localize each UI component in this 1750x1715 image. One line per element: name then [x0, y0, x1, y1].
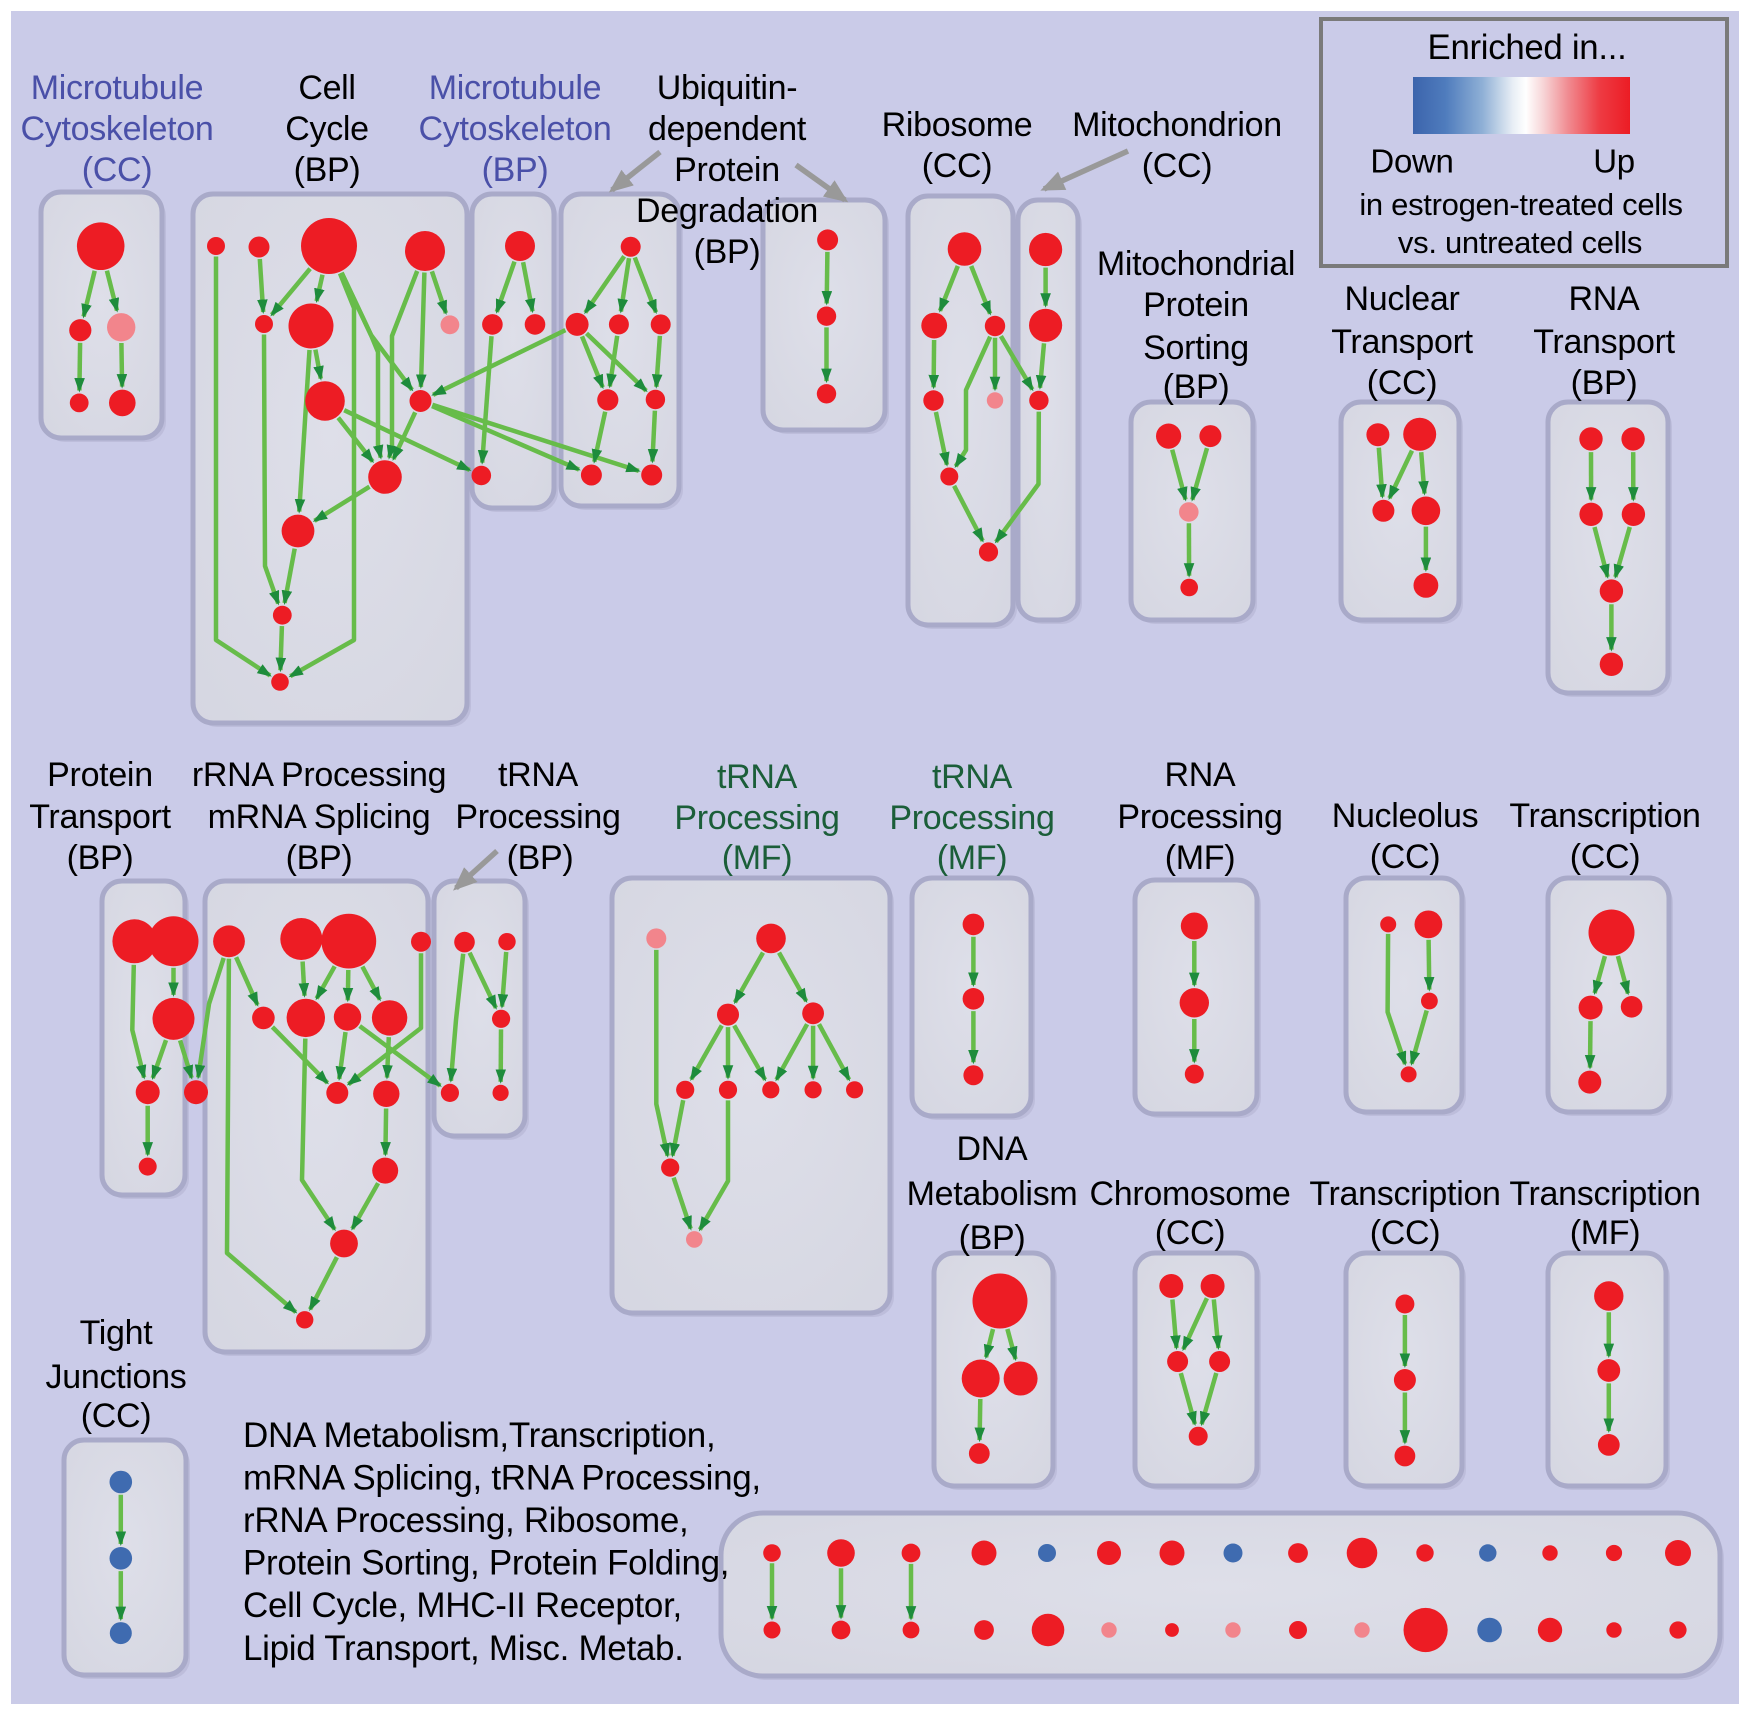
svg-text:Cell: Cell — [298, 69, 355, 107]
svg-text:DNA: DNA — [957, 1130, 1029, 1168]
svg-text:Transport: Transport — [1331, 323, 1473, 361]
svg-text:Cell Cycle, MHC-II Receptor,: Cell Cycle, MHC-II Receptor, — [243, 1586, 682, 1625]
svg-text:(MF): (MF) — [722, 839, 793, 877]
svg-text:Tight: Tight — [80, 1314, 154, 1352]
svg-text:Ribosome: Ribosome — [882, 106, 1033, 144]
svg-text:tRNA: tRNA — [932, 758, 1013, 796]
svg-text:(BP): (BP) — [482, 151, 549, 189]
svg-text:(BP): (BP) — [294, 151, 361, 189]
svg-text:(CC): (CC) — [1155, 1214, 1226, 1252]
svg-text:Cycle: Cycle — [285, 110, 369, 148]
svg-text:rRNA Processing, Ribosome,: rRNA Processing, Ribosome, — [243, 1501, 688, 1540]
svg-text:(BP): (BP) — [1571, 364, 1638, 402]
svg-text:Up: Up — [1593, 143, 1635, 180]
svg-text:Sorting: Sorting — [1143, 329, 1249, 367]
svg-text:(CC): (CC) — [1570, 838, 1641, 876]
svg-text:(BP): (BP) — [286, 839, 353, 877]
svg-text:(BP): (BP) — [1163, 368, 1230, 406]
svg-text:Mitochondrial: Mitochondrial — [1097, 245, 1295, 283]
svg-text:Protein: Protein — [47, 756, 153, 794]
svg-text:Transcription: Transcription — [1309, 1175, 1500, 1213]
svg-text:(MF): (MF) — [937, 839, 1008, 877]
svg-text:RNA: RNA — [1569, 280, 1641, 318]
svg-text:Transcription: Transcription — [1509, 1175, 1700, 1213]
svg-text:mRNA Splicing, tRNA Processing: mRNA Splicing, tRNA Processing, — [243, 1458, 761, 1497]
svg-text:tRNA: tRNA — [498, 756, 579, 794]
svg-text:(CC): (CC) — [81, 1397, 152, 1435]
svg-text:Cytoskeleton: Cytoskeleton — [419, 110, 612, 148]
svg-text:mRNA Splicing: mRNA Splicing — [208, 798, 431, 836]
svg-text:Processing: Processing — [455, 798, 620, 836]
svg-text:Processing: Processing — [674, 799, 839, 837]
svg-text:(CC): (CC) — [1370, 1214, 1441, 1252]
svg-text:Mitochondrion: Mitochondrion — [1072, 106, 1282, 144]
svg-text:Protein Sorting, Protein Foldi: Protein Sorting, Protein Folding, — [243, 1544, 729, 1583]
svg-text:(MF): (MF) — [1570, 1214, 1641, 1252]
svg-text:in estrogen-treated cells: in estrogen-treated cells — [1359, 187, 1682, 222]
svg-text:Microtubule: Microtubule — [31, 69, 203, 107]
svg-text:Transport: Transport — [29, 798, 171, 836]
svg-text:(CC): (CC) — [1367, 364, 1438, 402]
svg-text:Ubiquitin-: Ubiquitin- — [657, 69, 798, 107]
svg-text:(CC): (CC) — [82, 151, 153, 189]
svg-text:Nuclear: Nuclear — [1344, 280, 1459, 318]
svg-text:Cytoskeleton: Cytoskeleton — [21, 110, 214, 148]
svg-text:Protein: Protein — [1143, 286, 1249, 324]
svg-text:tRNA: tRNA — [717, 758, 798, 796]
svg-text:(BP): (BP) — [507, 839, 574, 877]
svg-text:Junctions: Junctions — [46, 1358, 187, 1396]
svg-text:(CC): (CC) — [922, 147, 993, 185]
svg-text:dependent: dependent — [648, 110, 807, 148]
svg-text:Down: Down — [1370, 143, 1453, 180]
svg-text:Enriched in...: Enriched in... — [1428, 28, 1627, 67]
svg-text:vs. untreated cells: vs. untreated cells — [1398, 225, 1642, 260]
svg-text:(CC): (CC) — [1142, 147, 1213, 185]
svg-text:DNA Metabolism,Transcription,: DNA Metabolism,Transcription, — [243, 1416, 715, 1455]
svg-text:Degradation: Degradation — [636, 192, 818, 230]
svg-text:Nucleolus: Nucleolus — [1332, 797, 1479, 835]
svg-text:Protein: Protein — [674, 151, 780, 189]
svg-text:rRNA Processing: rRNA Processing — [192, 756, 446, 794]
svg-text:Transport: Transport — [1533, 323, 1675, 361]
svg-text:Lipid Transport, Misc. Metab.: Lipid Transport, Misc. Metab. — [243, 1629, 684, 1668]
svg-text:(BP): (BP) — [959, 1219, 1026, 1257]
svg-text:Chromosome: Chromosome — [1089, 1175, 1290, 1213]
svg-text:(BP): (BP) — [694, 233, 761, 271]
svg-text:Processing: Processing — [1117, 798, 1282, 836]
svg-text:(MF): (MF) — [1165, 839, 1236, 877]
svg-text:Transcription: Transcription — [1509, 797, 1700, 835]
svg-text:RNA: RNA — [1165, 756, 1237, 794]
svg-text:(BP): (BP) — [67, 839, 134, 877]
svg-text:Microtubule: Microtubule — [429, 69, 601, 107]
svg-text:Metabolism: Metabolism — [907, 1175, 1078, 1213]
svg-text:(CC): (CC) — [1370, 838, 1441, 876]
svg-text:Processing: Processing — [889, 799, 1054, 837]
